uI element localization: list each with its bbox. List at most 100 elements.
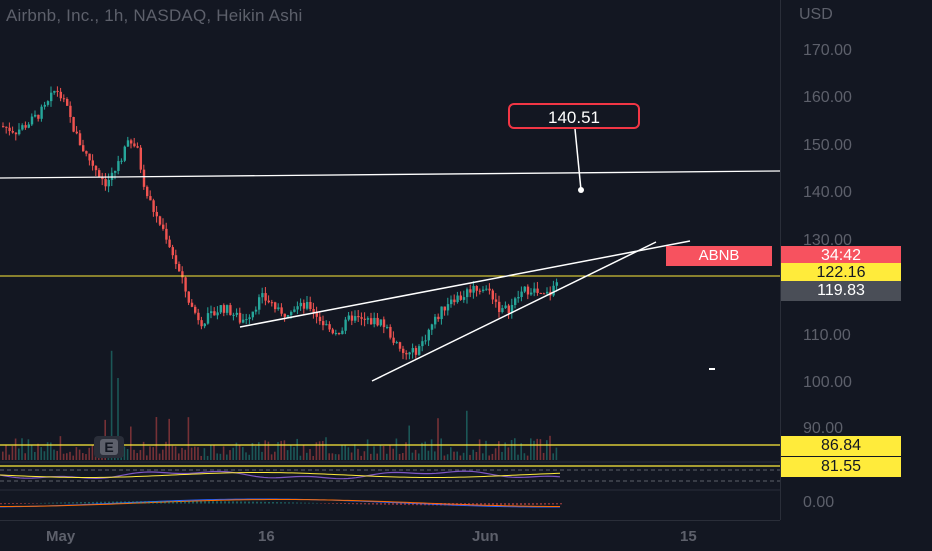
- histogram-bar: [188, 501, 190, 504]
- candle-body: [286, 315, 290, 317]
- candle-body: [341, 330, 344, 335]
- candle-body: [363, 318, 366, 320]
- candle-body: [456, 295, 459, 303]
- volume-bar: [446, 454, 449, 460]
- candle-body: [325, 324, 328, 326]
- time-axis[interactable]: May 16 Jun 15: [0, 520, 780, 551]
- candlesticks: [2, 86, 558, 360]
- candle-body: [235, 312, 238, 315]
- chart-area[interactable]: Airbnb, Inc., 1h, NASDAQ, Heikin Ashi 14…: [0, 0, 780, 520]
- volume-bar: [427, 450, 430, 460]
- histogram-bar: [268, 501, 270, 504]
- volume-bar: [238, 444, 241, 460]
- horizontal-line[interactable]: [0, 170, 780, 179]
- volume-bar: [302, 445, 305, 460]
- histogram-bar: [164, 501, 166, 504]
- candle-body: [27, 124, 30, 128]
- candle-body: [542, 293, 546, 295]
- volume-bar: [434, 451, 436, 460]
- candle-body: [274, 302, 277, 310]
- volume-bar: [462, 452, 465, 460]
- candle-body: [434, 316, 437, 325]
- candle-body: [94, 165, 98, 171]
- volume-bar: [494, 448, 497, 460]
- candle-body: [446, 304, 450, 311]
- histogram-bar: [104, 501, 106, 504]
- earnings-event-icon[interactable]: E: [94, 436, 124, 458]
- histogram-bar: [480, 503, 482, 506]
- wedge-lower-line[interactable]: [371, 241, 657, 382]
- volume-bar: [453, 451, 455, 460]
- histogram-bar: [316, 502, 318, 504]
- histogram-bar: [420, 503, 422, 506]
- histogram-bar: [488, 503, 490, 506]
- candle-body: [117, 161, 120, 171]
- histogram-bar: [352, 503, 354, 505]
- candle-body: [43, 104, 46, 107]
- histogram-bar: [320, 503, 322, 504]
- volume-bar: [542, 452, 545, 460]
- candle-body: [238, 312, 242, 323]
- histogram-bar: [476, 503, 478, 506]
- volume-bar: [75, 447, 78, 460]
- histogram-bar: [88, 501, 90, 504]
- candle-body: [389, 326, 392, 338]
- histogram-bar: [308, 502, 310, 504]
- histogram-bar: [324, 503, 326, 504]
- volume-bars: [2, 350, 558, 460]
- candle-body: [197, 312, 200, 321]
- volume-bar: [46, 442, 49, 460]
- volume-bar: [56, 450, 58, 460]
- volume-bar: [123, 446, 126, 460]
- histogram-bar: [96, 501, 98, 504]
- wedge-upper-line[interactable]: [239, 240, 691, 328]
- volume-bar: [517, 454, 519, 460]
- histogram-bar: [432, 503, 434, 506]
- volume-bar: [290, 445, 292, 460]
- volume-bar: [418, 453, 420, 460]
- volume-bar: [203, 448, 206, 460]
- price-axis[interactable]: USD 170.00 160.00 150.00 140.00 130.00 1…: [780, 0, 932, 520]
- volume-bar: [270, 454, 273, 460]
- volume-bar: [296, 438, 298, 460]
- histogram-bar: [76, 502, 78, 504]
- candle-body: [539, 292, 542, 294]
- volume-bar: [85, 454, 87, 460]
- histogram-bar: [72, 502, 74, 504]
- volume-bar: [347, 447, 350, 460]
- volume-bar: [456, 451, 458, 460]
- candle-body: [402, 348, 405, 353]
- volume-bar: [424, 441, 426, 460]
- candle-body: [373, 317, 376, 325]
- volume-bar: [280, 440, 282, 460]
- candle-body: [226, 305, 229, 313]
- candle-body: [344, 319, 347, 331]
- volume-bar: [389, 445, 391, 460]
- candle-body: [510, 304, 514, 314]
- candle-body: [165, 228, 168, 240]
- histogram-bar: [4, 503, 6, 505]
- price-tick: 160.00: [803, 89, 852, 106]
- candle-body: [427, 329, 430, 341]
- candle-body: [2, 126, 5, 128]
- event-letter: E: [100, 439, 118, 455]
- volume-bar: [78, 449, 81, 460]
- time-label: May: [46, 528, 76, 545]
- volume-bar: [526, 455, 529, 460]
- volume-bar: [411, 452, 414, 460]
- candle-body: [75, 131, 78, 134]
- price-callout[interactable]: 140.51: [508, 103, 640, 129]
- volume-bar: [69, 451, 71, 460]
- candle-body: [296, 306, 299, 310]
- candle-body: [107, 179, 110, 187]
- volume-bar: [229, 450, 231, 460]
- time-label: Jun: [472, 528, 499, 545]
- histogram-bar: [172, 501, 174, 504]
- histogram-bar: [560, 503, 562, 505]
- volume-bar: [437, 418, 439, 460]
- candle-body: [162, 224, 165, 229]
- candle-body: [440, 306, 443, 320]
- histogram-bar: [428, 503, 430, 506]
- candle-body: [437, 316, 440, 320]
- histogram-bar: [332, 503, 334, 504]
